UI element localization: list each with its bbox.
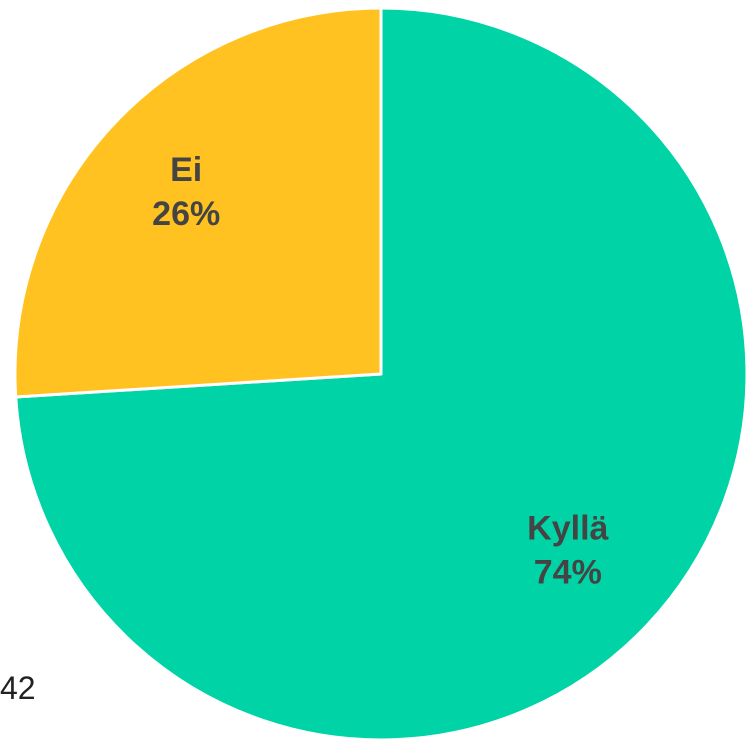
slice-value-label: 74% <box>534 553 602 591</box>
pie-slices <box>13 6 746 740</box>
slice-value-label: 26% <box>152 195 220 233</box>
pie-slice-ei <box>13 6 383 399</box>
slice-category-label: Kyllä <box>527 509 608 547</box>
pie-slice-kyll- <box>14 6 746 740</box>
pie-labels: Kyllä 74% Ei 26% <box>152 151 608 591</box>
slice-category-label: Ei <box>170 151 202 189</box>
footnote-number: 42 <box>0 670 36 706</box>
